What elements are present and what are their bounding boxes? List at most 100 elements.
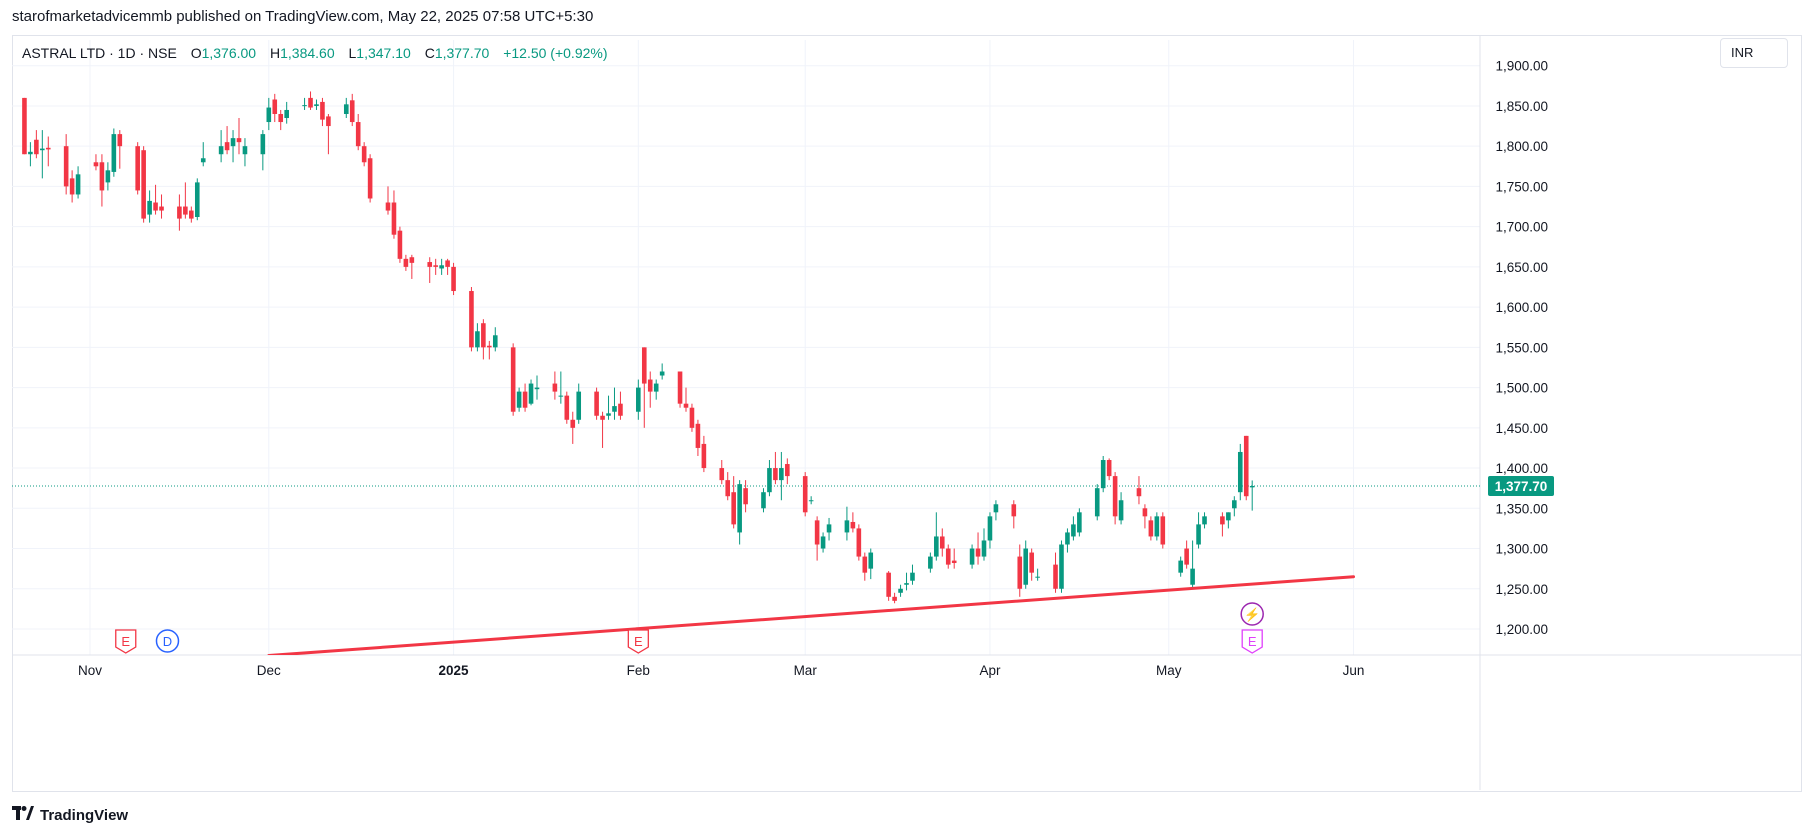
candle xyxy=(945,544,951,569)
publisher-caption: starofmarketadvicemmb published on Tradi… xyxy=(12,8,594,25)
candle-body xyxy=(1184,548,1189,565)
candle xyxy=(969,544,975,569)
candle-body xyxy=(641,347,647,384)
candle xyxy=(22,97,27,155)
candle xyxy=(808,496,814,505)
y-tick-label: 1,600.00 xyxy=(1495,300,1548,315)
candle xyxy=(1243,435,1249,501)
candle-body xyxy=(40,148,45,151)
candle xyxy=(1190,540,1195,589)
candle-body xyxy=(773,468,778,481)
candle-body xyxy=(636,387,641,412)
candle xyxy=(481,319,486,360)
footer-brand[interactable]: TradingView xyxy=(12,806,128,824)
earnings-badge xyxy=(627,629,649,654)
brand-name: TradingView xyxy=(40,806,129,824)
candle xyxy=(820,532,826,553)
candle-body xyxy=(492,335,498,348)
candle-body xyxy=(534,387,540,390)
candle-body xyxy=(695,423,701,448)
candle xyxy=(618,391,623,420)
candle xyxy=(594,387,599,420)
candle-body xyxy=(326,116,331,127)
y-tick-label: 1,450.00 xyxy=(1495,421,1548,436)
event-letter: D xyxy=(163,634,172,649)
candle xyxy=(355,113,361,151)
candle-body xyxy=(761,492,766,509)
candle xyxy=(862,552,868,581)
candle-body xyxy=(397,230,403,259)
candle xyxy=(725,472,731,501)
candle xyxy=(1142,504,1148,529)
earnings-event-icon[interactable]: E xyxy=(115,629,137,654)
candle xyxy=(189,206,194,223)
candle-body xyxy=(69,178,75,195)
close-value: 1,377.70 xyxy=(434,45,490,61)
candle xyxy=(326,113,331,155)
candle-body xyxy=(779,468,784,481)
candle xyxy=(278,109,284,131)
candle xyxy=(1100,455,1106,493)
candle xyxy=(910,564,915,585)
event-letter: E xyxy=(1248,634,1257,649)
candle-body xyxy=(230,138,236,147)
earnings-event-icon[interactable]: E xyxy=(627,629,649,654)
candle xyxy=(516,387,522,412)
candle xyxy=(1226,512,1231,529)
candle xyxy=(1071,516,1076,541)
candle-body xyxy=(552,383,558,392)
candle-body xyxy=(189,210,194,219)
candle-body xyxy=(993,504,999,513)
candle-body xyxy=(689,407,695,428)
candle xyxy=(1094,484,1100,521)
x-tick-label: Mar xyxy=(794,663,818,678)
candle xyxy=(743,480,748,513)
candle xyxy=(75,166,81,199)
dividend-event-icon[interactable]: D xyxy=(155,629,180,653)
candle xyxy=(1065,528,1070,553)
candle-body xyxy=(951,560,957,564)
candle xyxy=(177,194,182,231)
candle-body xyxy=(737,484,742,533)
candle-body xyxy=(391,202,397,235)
open-label: O xyxy=(190,45,202,61)
candle xyxy=(641,347,647,428)
currency-button[interactable]: INR xyxy=(1720,38,1788,68)
candle-body xyxy=(928,556,933,569)
support-trendline xyxy=(267,575,1356,655)
candle-body xyxy=(767,468,772,493)
candle-body xyxy=(135,146,140,191)
candle-body xyxy=(75,174,81,195)
candle-body xyxy=(522,391,528,408)
candle-body xyxy=(266,107,272,123)
candle xyxy=(939,528,945,557)
candle-body xyxy=(409,257,415,263)
candle xyxy=(361,142,367,167)
candle-body xyxy=(600,415,605,420)
candle xyxy=(785,458,790,485)
candle xyxy=(636,379,641,420)
y-tick-label: 1,200.00 xyxy=(1495,622,1548,637)
x-tick-label: Nov xyxy=(78,663,102,678)
symbol-label[interactable]: ASTRAL LTD · 1D · NSE xyxy=(22,45,177,61)
candle xyxy=(475,323,480,352)
candle-body xyxy=(278,113,284,123)
candle-body xyxy=(701,443,707,469)
candle-body xyxy=(814,520,820,545)
candle xyxy=(28,142,33,167)
candle xyxy=(349,93,355,127)
candle-body xyxy=(558,395,564,397)
candle xyxy=(230,130,236,163)
candle-body xyxy=(45,147,51,150)
split-event-icon[interactable]: ⚡ xyxy=(1240,602,1264,626)
candle xyxy=(397,226,403,263)
candle-body xyxy=(308,97,313,108)
candle-body xyxy=(904,583,909,585)
candle xyxy=(159,194,164,219)
candle-body xyxy=(1237,451,1243,493)
candle xyxy=(469,287,474,352)
earnings-event-icon[interactable]: E xyxy=(1241,629,1263,654)
candle xyxy=(1196,512,1201,549)
candle xyxy=(367,154,373,203)
